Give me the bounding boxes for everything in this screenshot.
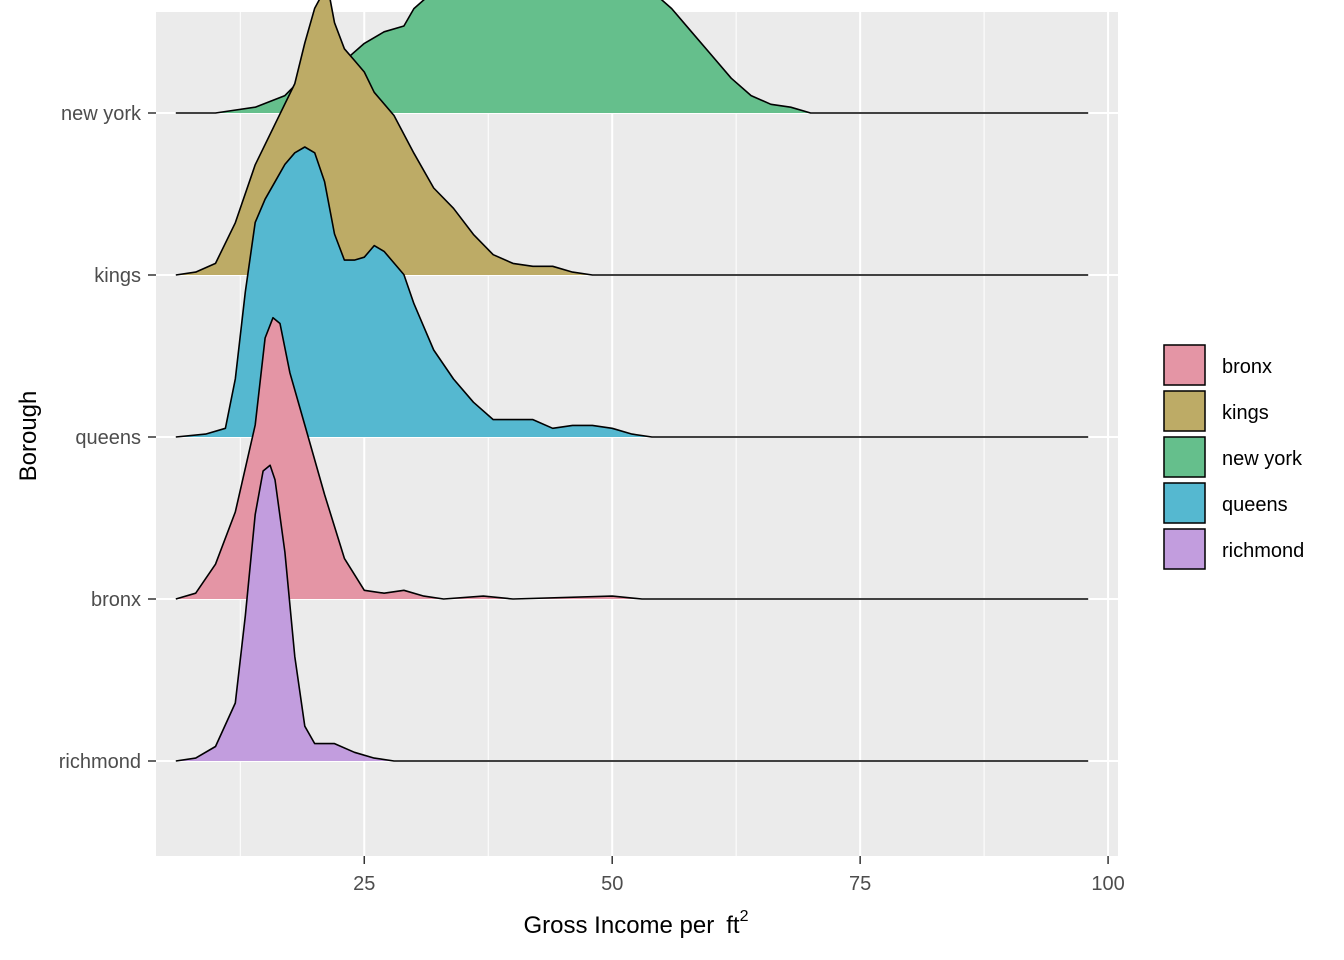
y-axis-ticks: richmond bronx queens kings new york: [59, 103, 156, 773]
ridge-fill-queens: [175, 147, 1089, 437]
legend-swatch-queens: [1163, 482, 1206, 524]
y-tick-label: new york: [61, 103, 142, 125]
y-axis-title: Borough: [15, 391, 42, 482]
legend: bronx kings new york queens richmond: [1163, 344, 1304, 570]
legend-label: bronx: [1222, 356, 1272, 378]
legend-swatch-kings: [1163, 390, 1206, 432]
legend-swatch-bronx: [1163, 344, 1206, 386]
y-tick-label: kings: [94, 265, 141, 287]
ridge-outline-bronx: [175, 316, 1089, 600]
y-tick-label: richmond: [59, 751, 141, 773]
ridge-fill-new-york: [175, 0, 1089, 113]
x-tick-label: 25: [353, 873, 375, 895]
x-axis-title: Gross Income per ft2: [524, 908, 749, 939]
ridge-fill-kings: [175, 0, 1089, 275]
legend-label: new york: [1222, 448, 1303, 470]
legend-label: kings: [1222, 402, 1269, 424]
ridge-outline-queens: [175, 146, 1089, 438]
legend-swatch-new-york: [1163, 436, 1206, 478]
x-tick-label: 100: [1091, 873, 1124, 895]
y-tick-label: bronx: [91, 589, 141, 611]
legend-label: richmond: [1222, 540, 1304, 562]
x-tick-label: 75: [849, 873, 871, 895]
x-tick-label: 50: [601, 873, 623, 895]
legend-label: queens: [1222, 494, 1288, 516]
ridge-fill-richmond: [175, 465, 1089, 761]
y-tick-label: queens: [75, 427, 141, 449]
ridge-outline-kings: [175, 0, 1089, 276]
density-ridges: [175, 0, 1089, 762]
ridge-outline-richmond: [175, 464, 1089, 762]
legend-swatch-richmond: [1163, 528, 1206, 570]
x-axis-ticks: 25 50 75 100: [353, 856, 1125, 895]
